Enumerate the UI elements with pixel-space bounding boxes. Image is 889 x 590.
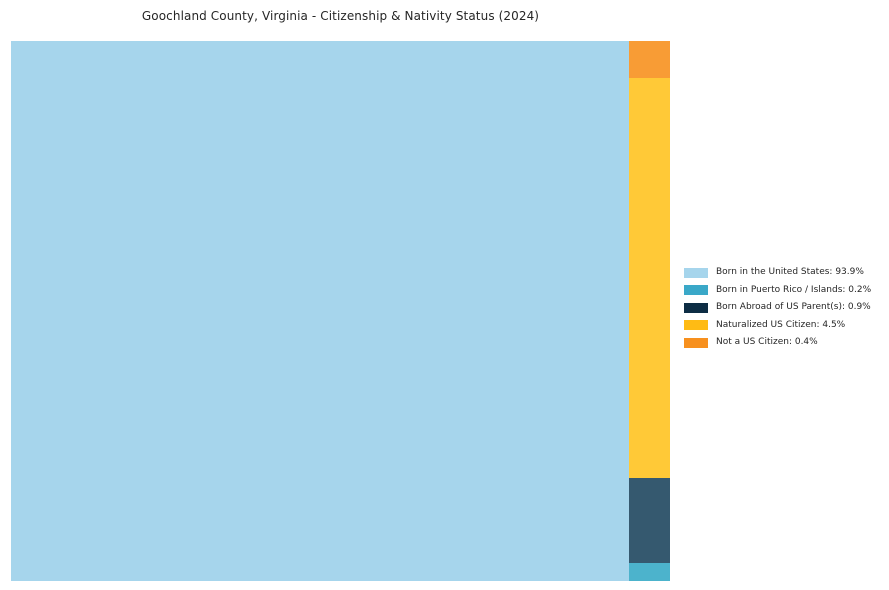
- legend-swatch-icon: [684, 285, 708, 296]
- chart-legend: Born in the United States: 93.9% Born in…: [684, 264, 884, 352]
- treemap-tile-born-abroad-of-us-parents[interactable]: 0.9%: [629, 477, 670, 563]
- treemap-plot-area: 93.9% 0.4% 4.5% 0.9% 0.2%: [11, 41, 670, 581]
- legend-swatch-icon: [684, 267, 708, 278]
- legend-item-born-abroad-of-us-parents[interactable]: Born Abroad of US Parent(s): 0.9%: [684, 299, 884, 317]
- legend-item-label: Born in the United States: 93.9%: [716, 267, 864, 278]
- legend-item-born-in-the-united-states[interactable]: Born in the United States: 93.9%: [684, 264, 884, 282]
- legend-item-label: Born in Puerto Rico / Islands: 0.2%: [716, 284, 872, 295]
- treemap-tile-born-in-puerto-rico-islands[interactable]: 0.2%: [629, 562, 670, 581]
- page-title: Goochland County, Virginia - Citizenship…: [141, 9, 540, 23]
- legend-item-label: Naturalized US Citizen: 4.5%: [716, 319, 846, 330]
- legend-item-not-a-us-citizen[interactable]: Not a US Citizen: 0.4%: [684, 334, 884, 352]
- legend-item-label: Not a US Citizen: 0.4%: [716, 337, 818, 348]
- legend-swatch-icon: [684, 320, 708, 331]
- treemap-tile-born-in-the-united-states[interactable]: 93.9%: [11, 41, 629, 581]
- legend-swatch-icon: [684, 302, 708, 313]
- treemap-tile-naturalized-us-citizen[interactable]: 4.5%: [629, 77, 670, 478]
- treemap-tile-not-a-us-citizen[interactable]: 0.4%: [629, 41, 670, 78]
- legend-item-label: Born Abroad of US Parent(s): 0.9%: [716, 302, 871, 313]
- legend-item-born-in-puerto-rico-islands[interactable]: Born in Puerto Rico / Islands: 0.2%: [684, 282, 884, 300]
- legend-item-naturalized-us-citizen[interactable]: Naturalized US Citizen: 4.5%: [684, 317, 884, 335]
- legend-swatch-icon: [684, 337, 708, 348]
